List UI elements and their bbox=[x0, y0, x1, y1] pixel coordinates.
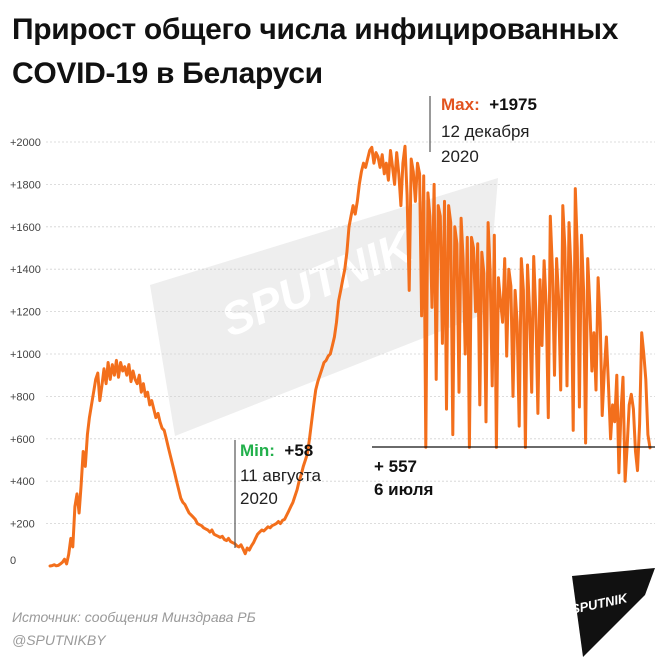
y-tick-label: +2000 bbox=[10, 137, 41, 149]
min-headline: Min: +58 bbox=[240, 441, 313, 460]
social-handle: @SPUTNIKBY bbox=[12, 632, 106, 648]
y-tick-label: +800 bbox=[10, 391, 35, 403]
last-annotation: + 557 6 июля bbox=[372, 446, 655, 499]
max-date-line2: 2020 bbox=[441, 147, 479, 166]
min-date-line1: 11 августа bbox=[240, 466, 321, 485]
y-tick-label: +1000 bbox=[10, 349, 41, 361]
y-tick-label: +1800 bbox=[10, 179, 41, 191]
gridlines bbox=[46, 141, 655, 524]
max-date-line1: 12 декабря bbox=[441, 122, 529, 141]
min-date-line2: 2020 bbox=[240, 489, 278, 508]
min-label: Min: bbox=[240, 441, 275, 460]
last-date: 6 июля bbox=[374, 480, 433, 499]
y-tick-label: +600 bbox=[10, 434, 35, 446]
min-annotation: Min: +58 11 августа 2020 bbox=[234, 440, 321, 548]
max-headline: Max: +1975 bbox=[441, 95, 537, 114]
y-tick-label: +1600 bbox=[10, 222, 41, 234]
max-annotation: Max: +1975 12 декабря 2020 bbox=[429, 95, 537, 166]
sputnik-logo: SPUTNIK bbox=[570, 568, 655, 657]
max-label: Max: bbox=[441, 95, 480, 114]
y-tick-label: +400 bbox=[10, 476, 35, 488]
series-line bbox=[48, 144, 652, 568]
max-value: +1975 bbox=[489, 95, 537, 114]
y-tick-label: +1400 bbox=[10, 264, 41, 276]
y-tick-label: 0 bbox=[10, 555, 16, 567]
logo-shape bbox=[572, 568, 655, 657]
y-tick-label: +200 bbox=[10, 519, 35, 531]
y-tick-label: +1200 bbox=[10, 307, 41, 319]
min-value: +58 bbox=[284, 441, 313, 460]
y-axis-ticks: 0 +200 +400 +600 +800 +1000 +1200 +1400 +1600 +18… bbox=[10, 137, 41, 567]
source-note: Источник: сообщения Минздрава РБ bbox=[12, 609, 256, 625]
last-value: + 557 bbox=[374, 457, 417, 476]
chart-title: Прирост общего числа инфицированных COVI… bbox=[12, 13, 619, 90]
